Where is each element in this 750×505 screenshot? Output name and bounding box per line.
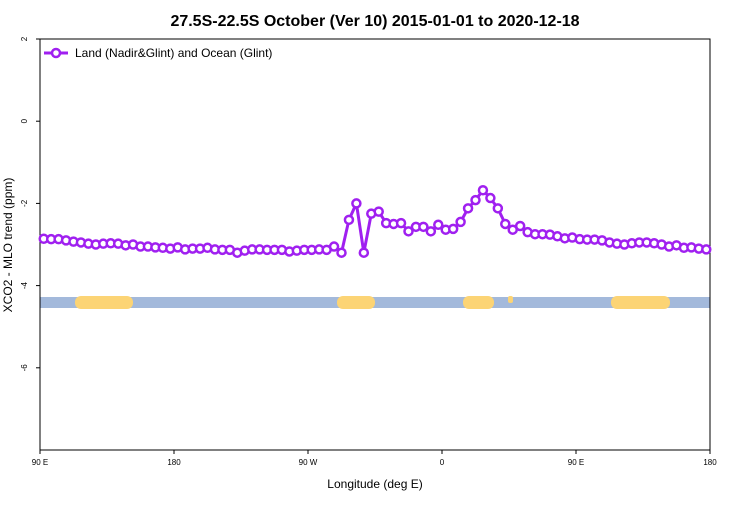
data-point bbox=[425, 226, 437, 237]
surface-band bbox=[40, 296, 710, 309]
land-segment bbox=[75, 296, 133, 309]
data-point bbox=[373, 206, 384, 217]
y-tick-label: -6 bbox=[20, 364, 29, 372]
data-point bbox=[395, 217, 407, 229]
data-point bbox=[470, 194, 481, 206]
legend-marker bbox=[50, 47, 62, 59]
data-point bbox=[433, 219, 444, 231]
chart-title: 27.5S-22.5S October (Ver 10) 2015-01-01 … bbox=[170, 13, 579, 30]
y-tick-label: -2 bbox=[20, 199, 29, 207]
x-tick-label: 0 bbox=[440, 458, 445, 467]
data-point bbox=[328, 241, 340, 252]
x-tick-label: 180 bbox=[167, 458, 181, 467]
land-segment bbox=[611, 296, 670, 309]
data-point bbox=[492, 203, 504, 214]
data-point bbox=[455, 216, 466, 228]
data-point bbox=[351, 198, 362, 209]
legend-label: Land (Nadir&Glint) and Ocean (Glint) bbox=[75, 46, 272, 60]
data-point bbox=[418, 221, 429, 233]
x-axis-title: Longitude (deg E) bbox=[327, 477, 422, 491]
x-tick-label: 90 W bbox=[299, 458, 318, 467]
data-point bbox=[485, 192, 496, 204]
y-tick-label: -4 bbox=[20, 281, 29, 289]
plot-frame bbox=[39, 38, 711, 451]
y-tick-label: 0 bbox=[20, 118, 29, 123]
land-segment bbox=[508, 296, 513, 303]
land-segment bbox=[463, 296, 494, 309]
data-point bbox=[336, 247, 347, 258]
data-point bbox=[500, 218, 511, 230]
y-tick-label: 2 bbox=[20, 36, 29, 41]
land-segment bbox=[337, 296, 375, 309]
data-point bbox=[462, 203, 474, 214]
data-point bbox=[358, 247, 370, 258]
data-point bbox=[514, 220, 526, 232]
data-point bbox=[477, 184, 489, 196]
x-tick-label: 180 bbox=[703, 458, 717, 467]
data-point bbox=[343, 214, 355, 226]
x-tick-label: 90 E bbox=[32, 458, 48, 467]
data-point bbox=[447, 223, 459, 235]
y-axis-title: XCO2 - MLO trend (ppm) bbox=[1, 178, 15, 313]
data-point bbox=[701, 244, 712, 255]
data-point bbox=[403, 226, 414, 237]
x-tick-label: 90 E bbox=[568, 458, 584, 467]
